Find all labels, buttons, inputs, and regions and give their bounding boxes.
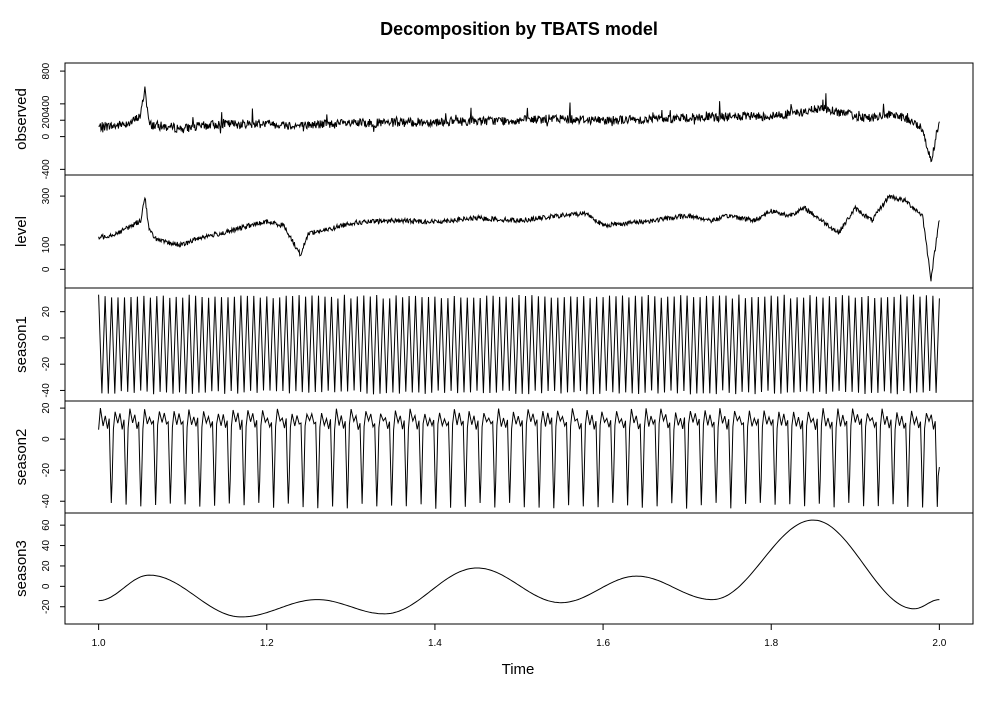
x-tick-label: 1.6 bbox=[596, 638, 610, 649]
y-tick-label-observed: 0 bbox=[41, 133, 52, 139]
y-tick-label-season2: 0 bbox=[41, 436, 52, 442]
y-tick-label-season1: -40 bbox=[41, 383, 52, 398]
y-tick-label-observed: 400 bbox=[41, 95, 52, 112]
series-line-observed bbox=[98, 86, 940, 163]
y-tick-label-season2: 20 bbox=[41, 402, 52, 414]
y-label-season2: season2 bbox=[13, 429, 30, 486]
y-tick-label-season1: 0 bbox=[41, 335, 52, 341]
x-tick-label: 1.2 bbox=[260, 638, 274, 649]
y-tick-label-observed: 800 bbox=[41, 62, 52, 79]
x-axis-label: Time bbox=[502, 661, 535, 678]
series-line-season3 bbox=[98, 519, 940, 618]
y-tick-label-season2: -40 bbox=[41, 494, 52, 509]
y-tick-label-observed: 200 bbox=[41, 111, 52, 128]
panel-season2: season2 -40 -20 0 20 bbox=[13, 400, 974, 514]
panel-frame-observed bbox=[64, 62, 974, 176]
x-tick-label: 2.0 bbox=[932, 638, 946, 649]
y-label-observed: observed bbox=[13, 88, 30, 150]
y-tick-label-season3: 40 bbox=[41, 540, 52, 552]
series-line-level bbox=[98, 193, 940, 282]
x-tick-label: 1.8 bbox=[764, 638, 778, 649]
y-tick-label-season3: 20 bbox=[41, 560, 52, 572]
y-tick-label-season1: 20 bbox=[41, 306, 52, 318]
y-tick-label-level: 100 bbox=[41, 236, 52, 253]
y-tick-label-season1: -20 bbox=[41, 357, 52, 372]
panels: observed-4000200400800level0100300season… bbox=[13, 62, 974, 625]
y-tick-label-season3: 0 bbox=[41, 583, 52, 589]
panel-frame-season3 bbox=[64, 512, 974, 625]
y-label-season3: season3 bbox=[13, 540, 30, 597]
series-line-season2 bbox=[98, 408, 940, 509]
chart-title: Decomposition by TBATS model bbox=[380, 19, 658, 39]
y-tick-label-level: 300 bbox=[41, 187, 52, 204]
y-label-level: level bbox=[13, 216, 30, 247]
panel-season3: season3 -20 0 20 40 60 bbox=[13, 512, 974, 625]
y-tick-label-season3: -20 bbox=[41, 599, 52, 614]
series-line-season1 bbox=[98, 294, 940, 395]
y-label-season1: season1 bbox=[13, 316, 30, 373]
x-tick-label: 1.0 bbox=[92, 638, 106, 649]
y-tick-label-season3: 60 bbox=[41, 519, 52, 531]
y-tick-label-season2: -20 bbox=[41, 463, 52, 478]
y-tick-label-observed: -400 bbox=[41, 159, 52, 179]
x-axis: 1.0 1.2 1.4 1.6 1.8 2.0 bbox=[92, 623, 947, 649]
panel-level: level 0 100 300 bbox=[13, 174, 974, 289]
y-tick-label-level: 0 bbox=[41, 266, 52, 272]
x-tick-label: 1.4 bbox=[428, 638, 442, 649]
panel-season1: season1 -40 -20 0 20 bbox=[13, 287, 974, 402]
